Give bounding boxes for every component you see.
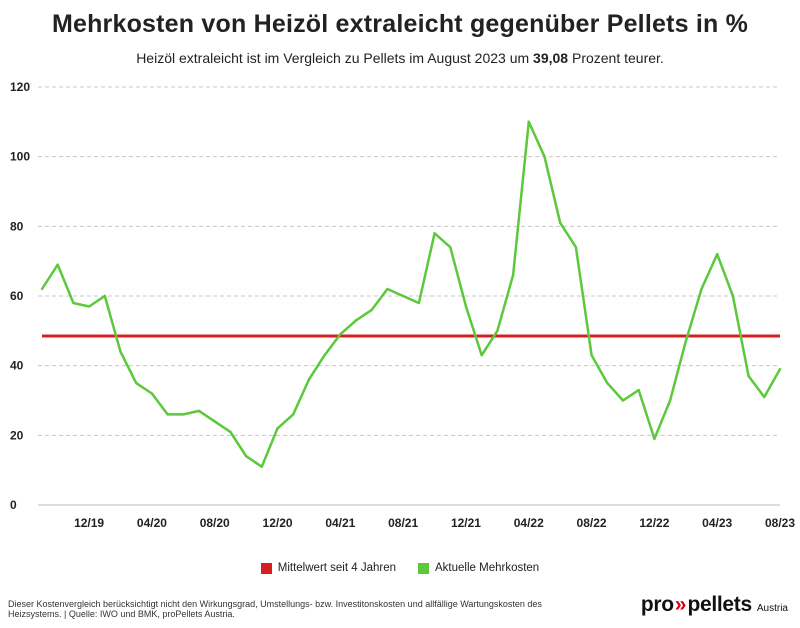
data-point xyxy=(260,465,264,468)
data-point xyxy=(386,287,389,291)
data-point xyxy=(700,287,703,291)
data-point xyxy=(401,294,405,298)
data-point xyxy=(464,305,468,308)
data-point xyxy=(496,329,499,333)
data-point xyxy=(339,333,342,336)
propellets-logo: pro» pellets Austria xyxy=(641,593,788,617)
data-point xyxy=(135,381,138,385)
data-point xyxy=(511,273,515,277)
subtitle-text: ist im Vergleich zu Pellets im August 20… xyxy=(242,50,534,66)
y-tick-label-80: 80 xyxy=(10,219,24,233)
data-point xyxy=(621,399,625,402)
data-point xyxy=(433,232,436,235)
subtitle-end: Prozent teurer. xyxy=(568,50,664,66)
x-tick-label-04-20: 04/20 xyxy=(137,516,167,530)
logo-pro: pro xyxy=(640,593,674,616)
legend-swatch-mean xyxy=(260,562,272,574)
y-tick-label-20: 20 xyxy=(10,428,24,442)
logo-pellets: pellets xyxy=(687,593,752,616)
subtitle-fuel: Heizöl extraleicht xyxy=(136,50,243,66)
data-point xyxy=(370,308,373,312)
data-point xyxy=(244,455,248,458)
x-tick-label-12-22: 12/22 xyxy=(639,516,669,530)
data-point xyxy=(747,374,750,378)
legend: Mittelwert seit 4 Jahren Aktuelle Mehrko… xyxy=(0,562,800,574)
data-point xyxy=(778,367,782,371)
data-point xyxy=(731,294,735,298)
line-chart: 0 20 40 60 80 100 120 12/19 04/20 08/20 12/20 04/2… xyxy=(10,80,795,530)
x-tick-label-12-20: 12/20 xyxy=(263,516,293,530)
data-point xyxy=(543,155,546,158)
data-point xyxy=(480,354,483,357)
data-point xyxy=(213,420,216,423)
data-point xyxy=(103,294,107,298)
x-tick-label-08-21: 08/21 xyxy=(388,516,418,530)
legend-label-mean: Mittelwert seit 4 Jahren xyxy=(277,562,397,574)
data-point xyxy=(150,392,154,395)
y-axis: 0 20 40 60 80 100 120 xyxy=(10,80,30,512)
legend-item-current[interactable]: Aktuelle Mehrkosten xyxy=(418,562,539,574)
x-tick-label-04-22: 04/22 xyxy=(514,516,544,530)
x-tick-label-04-23: 04/23 xyxy=(702,516,732,530)
y-tick-label-60: 60 xyxy=(10,289,24,303)
data-point xyxy=(87,305,91,308)
x-tick-label-04-21: 04/21 xyxy=(325,516,355,530)
data-point xyxy=(590,354,593,357)
logo-chevrons-icon: » xyxy=(674,593,687,616)
logo-austria: Austria xyxy=(756,603,788,614)
legend-label-current: Aktuelle Mehrkosten xyxy=(435,562,540,574)
x-tick-label-12-21: 12/21 xyxy=(451,516,481,530)
data-point xyxy=(72,301,75,305)
data-point xyxy=(574,246,578,249)
legend-item-mean[interactable]: Mittelwert seit 4 Jahren xyxy=(260,562,397,574)
x-axis: 12/19 04/20 08/20 12/20 04/21 08/21 12/21 04/22… xyxy=(38,504,795,530)
y-tick-label-100: 100 xyxy=(10,150,30,164)
chart-subtitle: Heizöl extraleicht ist im Vergleich zu P… xyxy=(0,50,800,66)
x-tick-label-08-22: 08/22 xyxy=(577,516,607,530)
data-point xyxy=(763,395,766,399)
data-point xyxy=(292,413,295,416)
data-point xyxy=(637,388,640,392)
grid-lines xyxy=(38,86,780,436)
data-point xyxy=(307,378,311,381)
data-point xyxy=(606,381,609,385)
current-cost-line xyxy=(40,120,782,468)
y-tick-label-40: 40 xyxy=(10,359,24,373)
data-point xyxy=(197,409,201,413)
x-tick-label-08-20: 08/20 xyxy=(200,516,230,530)
data-point xyxy=(276,427,279,430)
series-layer xyxy=(40,120,782,468)
x-tick-label-08-23: 08/23 xyxy=(765,516,795,530)
legend-swatch-current xyxy=(418,562,430,574)
data-point xyxy=(354,319,358,322)
chart-title: Mehrkosten von Heizöl extraleicht gegenü… xyxy=(51,10,749,38)
data-point xyxy=(449,246,452,249)
data-point xyxy=(527,120,530,124)
footnote: Dieser Kostenvergleich berücksichtigt ni… xyxy=(8,599,542,619)
data-point xyxy=(166,413,169,416)
data-point xyxy=(558,221,562,225)
data-point xyxy=(119,350,122,353)
data-point xyxy=(417,301,421,305)
data-point xyxy=(323,354,326,357)
y-tick-label-0: 0 xyxy=(10,498,17,512)
data-point xyxy=(56,263,59,266)
data-point xyxy=(668,399,672,402)
data-point xyxy=(653,437,656,441)
data-point xyxy=(40,287,44,291)
subtitle-value: 39,08 xyxy=(533,50,569,66)
x-tick-label-12-19: 12/19 xyxy=(74,516,104,530)
data-point xyxy=(684,340,687,343)
y-tick-label-120: 120 xyxy=(10,80,30,94)
data-point xyxy=(229,430,232,434)
data-point xyxy=(182,413,185,416)
data-point xyxy=(715,253,719,256)
